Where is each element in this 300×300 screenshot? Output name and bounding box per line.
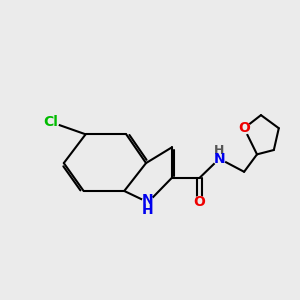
Circle shape (213, 153, 225, 165)
Text: H: H (142, 203, 154, 217)
Circle shape (43, 114, 59, 130)
Text: N: N (214, 152, 225, 166)
Text: H: H (214, 144, 224, 157)
Text: N: N (142, 193, 154, 207)
Text: Cl: Cl (44, 115, 59, 129)
Circle shape (238, 122, 250, 134)
Text: O: O (194, 195, 206, 209)
Text: O: O (238, 121, 250, 135)
Circle shape (194, 196, 206, 208)
Circle shape (142, 196, 154, 208)
